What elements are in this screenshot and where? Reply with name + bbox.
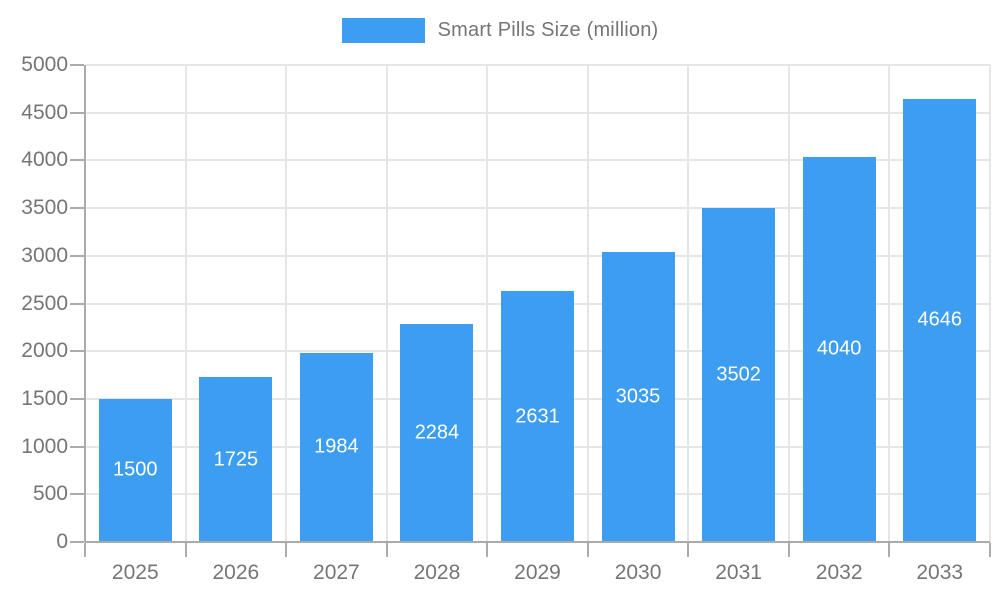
gridline-vertical <box>184 65 187 542</box>
gridline-horizontal <box>85 207 990 210</box>
bar[interactable]: 2631 <box>500 291 574 542</box>
y-axis-tick-label: 0 <box>56 530 68 553</box>
x-axis-labels: 2025 2026 2027 2028 2029 2030 2031 2032 2033 <box>85 560 990 590</box>
y-axis-tick <box>70 541 84 543</box>
x-axis-tick <box>385 543 388 557</box>
x-axis-tick <box>787 543 790 557</box>
x-axis-tick <box>687 543 690 557</box>
y-axis-line <box>84 65 86 542</box>
x-axis-tick <box>989 543 991 557</box>
x-axis-tick-label: 2025 <box>111 561 159 584</box>
y-axis-tick-label: 1500 <box>21 386 68 410</box>
x-axis-tick-label: 2026 <box>212 561 260 584</box>
y-axis-tick <box>70 493 84 496</box>
y-axis-tick-label: 2500 <box>21 291 68 315</box>
gridline-horizontal <box>85 159 990 162</box>
y-axis-tick-label: 4000 <box>21 148 68 172</box>
gridline-vertical <box>888 65 891 542</box>
y-axis-tick <box>70 445 84 448</box>
gridline-horizontal <box>85 254 990 257</box>
bar-value-label: 2631 <box>515 405 560 427</box>
gridline-vertical <box>285 65 288 542</box>
x-axis-tick <box>285 543 288 557</box>
x-axis-tick-label: 2032 <box>815 561 863 584</box>
bar[interactable]: 1725 <box>199 377 273 542</box>
y-axis-tick-label: 3500 <box>21 196 68 220</box>
x-axis-tick <box>888 543 891 557</box>
bar[interactable]: 3502 <box>702 207 776 542</box>
y-axis-tick <box>70 302 84 305</box>
x-axis-tick-label: 2029 <box>514 561 561 584</box>
bar[interactable]: 4040 <box>802 156 876 542</box>
y-axis-tick <box>70 207 84 210</box>
bar-value-label: 1725 <box>213 448 259 471</box>
plot-area: 1500 1725 1984 2284 2631 3035 3502 4040 4646 <box>70 64 991 557</box>
y-axis-tick-label: 1000 <box>21 434 68 458</box>
x-axis-tick <box>84 543 86 557</box>
y-axis-labels: 0 500 1000 1500 2000 2500 3000 3500 4000 4500 5000 <box>0 53 68 553</box>
x-axis-tick-label: 2027 <box>313 561 360 584</box>
y-axis-tick <box>70 64 84 66</box>
y-axis-tick-label: 5000 <box>21 53 68 76</box>
legend-swatch[interactable] <box>341 18 425 43</box>
bar-value-label: 3502 <box>716 363 761 386</box>
legend[interactable]: Smart Pills Size (million) <box>0 18 1000 43</box>
bar-value-label: 2284 <box>414 421 460 444</box>
y-axis-tick <box>70 350 84 353</box>
y-axis-tick <box>70 111 84 114</box>
x-axis-tick-label: 2028 <box>413 561 461 584</box>
gridline-vertical <box>787 65 790 542</box>
x-axis-tick-label: 2031 <box>715 561 762 584</box>
y-axis-tick <box>70 397 84 400</box>
x-axis-tick-label: 2030 <box>614 561 662 584</box>
bar-value-label: 1984 <box>314 435 359 458</box>
bar-value-label: 1500 <box>113 458 158 481</box>
bar[interactable]: 1500 <box>98 398 172 542</box>
bar[interactable]: 3035 <box>601 252 675 542</box>
x-axis-tick <box>486 543 489 557</box>
legend-label: Smart Pills Size (million) <box>437 19 659 41</box>
y-axis-tick <box>70 159 84 162</box>
y-axis-tick-label: 4500 <box>21 100 68 124</box>
gridline-vertical <box>586 65 589 542</box>
bar[interactable]: 4646 <box>903 98 977 542</box>
y-axis-tick <box>70 254 84 257</box>
gridline-vertical <box>486 65 489 542</box>
x-axis-line <box>85 541 990 543</box>
bar-value-label: 4646 <box>917 308 962 331</box>
bar-value-label: 4040 <box>816 337 862 360</box>
x-axis-tick-label: 2033 <box>916 561 964 584</box>
x-axis-tick <box>586 543 589 557</box>
y-axis-tick-label: 2000 <box>21 339 68 363</box>
y-axis-tick-label: 500 <box>32 482 68 506</box>
bar[interactable]: 1984 <box>299 352 373 542</box>
gridline-horizontal <box>85 111 990 114</box>
x-axis-tick <box>184 543 187 557</box>
bar-value-label: 3035 <box>615 385 661 408</box>
bar[interactable]: 2284 <box>400 324 474 542</box>
gridline-horizontal <box>85 64 990 66</box>
gridline-vertical <box>385 65 388 542</box>
gridline-vertical <box>687 65 690 542</box>
gridline-vertical <box>989 65 991 542</box>
y-axis-tick-label: 3000 <box>21 243 68 267</box>
